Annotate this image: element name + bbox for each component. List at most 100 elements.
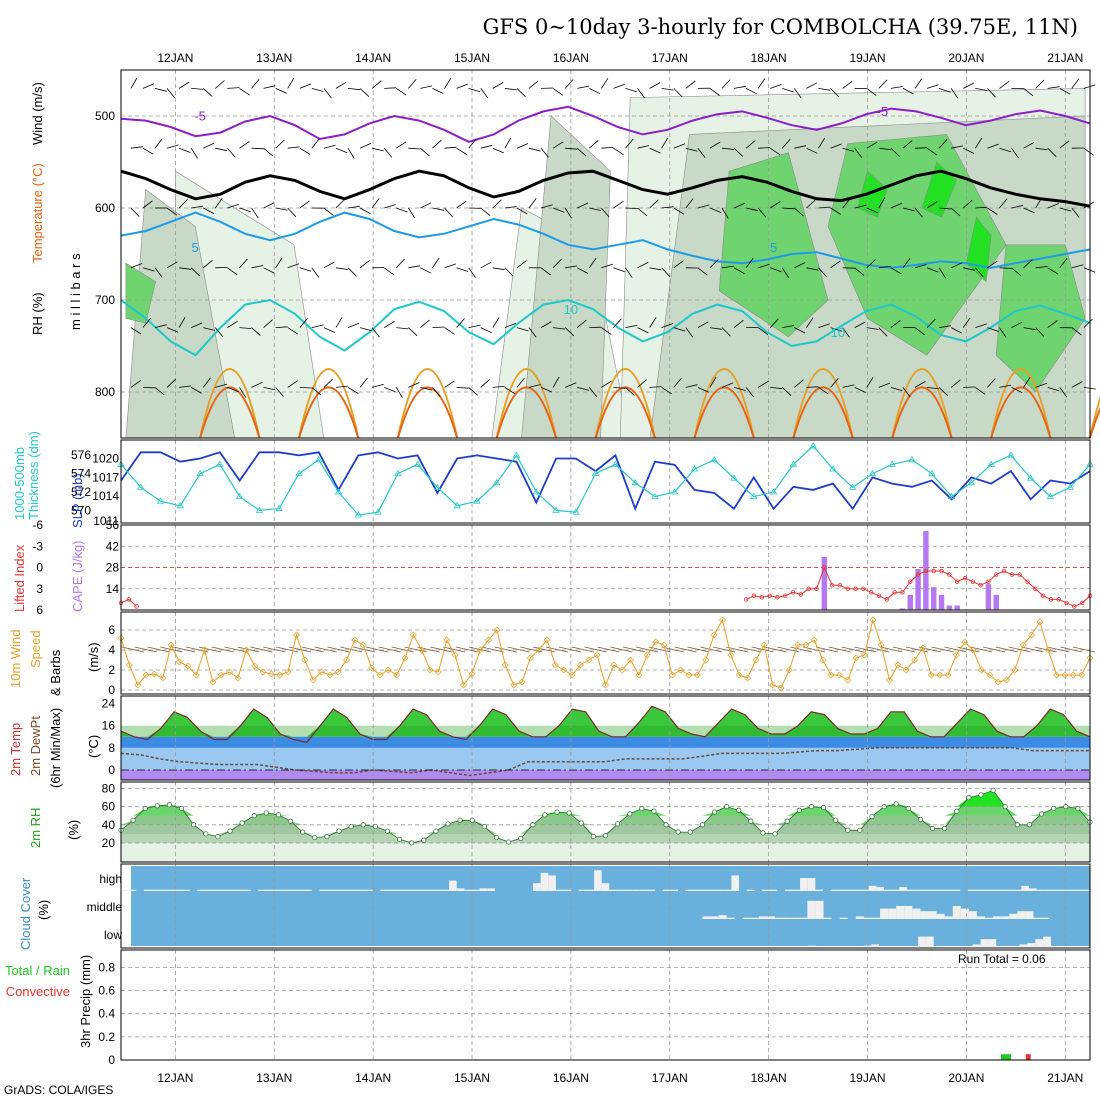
wind-barb — [950, 379, 961, 388]
cloud-bar — [783, 917, 792, 919]
wind-barb — [635, 646, 659, 653]
wind-speed-point — [368, 664, 376, 672]
thickness-point — [1026, 474, 1035, 481]
rh-point — [602, 833, 609, 839]
top-date-label: 15JAN — [454, 51, 490, 65]
cloud-bar — [1019, 944, 1028, 947]
wind-barb — [504, 387, 516, 395]
wind-speed-point — [343, 656, 351, 664]
wind-barb — [721, 265, 734, 269]
wind-speed-point — [785, 666, 793, 674]
wind-barb — [962, 317, 971, 328]
cloud-bar — [327, 889, 335, 891]
wind-barb — [982, 646, 1006, 653]
wind-speed-point — [242, 646, 250, 654]
wind-speed-point — [635, 671, 643, 679]
rh-point — [1002, 804, 1008, 810]
wind-barb — [721, 79, 731, 89]
wind-barb — [323, 261, 335, 269]
rh-tick-label: 40 — [102, 818, 116, 832]
wind-barb — [610, 646, 633, 653]
wind-barb — [178, 317, 186, 328]
wind-speed-point — [919, 644, 927, 652]
cloud-bar — [876, 887, 884, 891]
rh-point — [397, 836, 403, 842]
thickness-point — [552, 506, 560, 513]
precip-total-bar — [1001, 1054, 1012, 1060]
wind-barb — [516, 260, 527, 269]
li-point — [923, 568, 929, 574]
isotherm-line — [891, 386, 953, 439]
wind-barb — [757, 380, 769, 388]
wind-barb — [378, 646, 402, 653]
rh-point — [748, 818, 754, 824]
wind-barb — [987, 143, 999, 149]
isotherm-line — [693, 386, 755, 439]
wind-barb — [1047, 147, 1057, 157]
cloud-bar — [899, 887, 907, 891]
wind-barb — [299, 200, 310, 209]
wind-barb — [190, 267, 201, 277]
cloud-bar — [380, 889, 389, 891]
pressure-tick-label: 500 — [95, 109, 115, 123]
wind-barb — [492, 82, 504, 89]
cloud-bar — [601, 883, 610, 891]
wind-barb — [1008, 646, 1031, 653]
wind-barb — [806, 82, 818, 89]
cloud-bar — [441, 889, 450, 891]
wind-barb — [613, 147, 624, 156]
wind-barb — [395, 258, 405, 269]
wind-barb — [178, 147, 191, 153]
wind-barb — [697, 321, 709, 328]
wind-barb — [154, 324, 167, 328]
wind-speed-point — [969, 646, 977, 654]
wind-barb — [311, 88, 324, 92]
cloud-bar — [845, 889, 854, 891]
wind-barb — [179, 385, 192, 388]
wind-speed-point — [409, 631, 417, 639]
rh-point — [227, 828, 233, 834]
wind-barb — [166, 327, 179, 333]
wind-speed-point — [418, 646, 426, 654]
cloud-bar — [758, 916, 767, 919]
wind-barb — [577, 387, 589, 391]
wind-barb — [914, 381, 926, 388]
wind-speed-point — [727, 651, 735, 659]
cloud-bar — [883, 889, 892, 891]
top-date-label: 14JAN — [355, 51, 391, 65]
wind-barb — [384, 321, 395, 328]
wind-barb — [975, 206, 988, 209]
wind-speed-point — [351, 636, 359, 644]
rh-point — [530, 822, 536, 828]
wind-barb — [480, 144, 493, 149]
wind-barb — [588, 387, 598, 397]
wind-barb — [1059, 88, 1071, 95]
panel-frame — [120, 524, 1091, 611]
top-date-label: 20JAN — [948, 51, 984, 65]
cloud-bar — [647, 889, 656, 891]
cloud-bar — [624, 889, 633, 891]
cloud-bar — [533, 883, 541, 891]
wind-barb — [371, 198, 380, 209]
cloud-bar — [410, 889, 419, 891]
rh-point — [833, 817, 839, 823]
rh-point — [566, 810, 572, 816]
wind-barb — [770, 147, 781, 156]
wind-barb — [468, 138, 477, 149]
wind-barb — [1035, 79, 1045, 89]
li-point — [962, 575, 968, 581]
wind-barb — [866, 207, 878, 214]
bottom-date-label: 14JAN — [355, 1071, 391, 1085]
thickness-tick-label: 576 — [71, 448, 91, 462]
rh-point — [905, 805, 911, 812]
thickness-point — [671, 488, 679, 495]
wind-barb — [697, 204, 710, 209]
li-point — [822, 565, 827, 570]
cloud-bar — [365, 889, 373, 891]
wind-barb — [637, 327, 649, 334]
wind-barb — [372, 147, 384, 152]
wind-barb — [130, 77, 138, 89]
cloud-bar — [968, 911, 977, 919]
wind-barb — [552, 141, 564, 149]
wind-speed-point — [886, 676, 894, 684]
